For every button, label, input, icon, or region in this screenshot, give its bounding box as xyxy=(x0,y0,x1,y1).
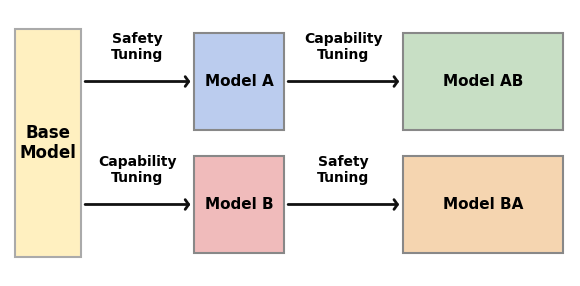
FancyBboxPatch shape xyxy=(403,33,563,130)
Text: Safety
Tuning: Safety Tuning xyxy=(111,32,164,62)
Text: Base
Model: Base Model xyxy=(19,124,77,162)
FancyBboxPatch shape xyxy=(403,156,563,253)
FancyBboxPatch shape xyxy=(14,29,81,257)
FancyBboxPatch shape xyxy=(194,33,284,130)
Text: Model B: Model B xyxy=(205,197,274,212)
Text: Capability
Tuning: Capability Tuning xyxy=(304,32,383,62)
Text: Capability
Tuning: Capability Tuning xyxy=(98,155,177,185)
FancyBboxPatch shape xyxy=(194,156,284,253)
Text: Model A: Model A xyxy=(205,74,274,89)
Text: Model BA: Model BA xyxy=(443,197,523,212)
Text: Model AB: Model AB xyxy=(443,74,523,89)
Text: Safety
Tuning: Safety Tuning xyxy=(317,155,369,185)
